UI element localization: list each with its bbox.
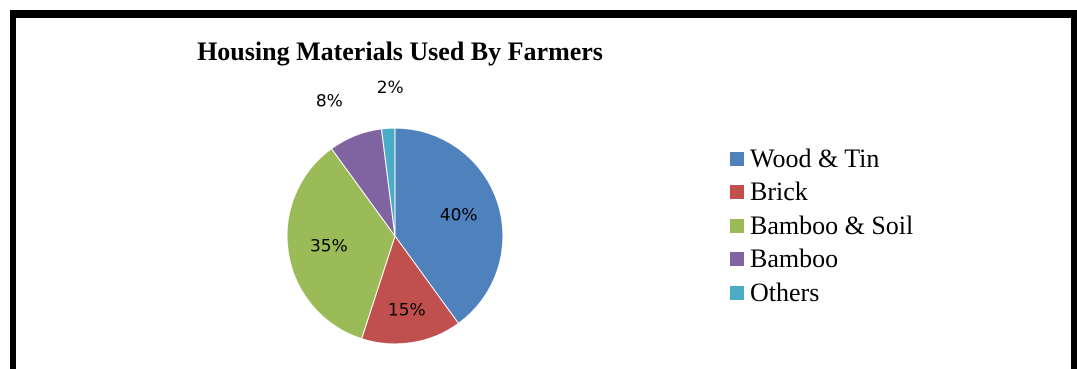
legend-swatch <box>730 185 744 200</box>
legend-item: Brick <box>730 176 913 210</box>
chart-frame <box>10 10 1077 369</box>
legend-swatch <box>730 285 744 300</box>
legend-item: Others <box>730 276 913 310</box>
slice-label-others: 2% <box>377 78 404 98</box>
slice-label-bamboo: 8% <box>316 91 343 111</box>
legend-item: Bamboo & Soil <box>730 209 913 243</box>
legend-label: Bamboo & Soil <box>750 210 914 240</box>
pie-slice-others <box>380 127 396 237</box>
legend-label: Bamboo <box>750 244 839 274</box>
legend: Wood & Tin Brick Bamboo & Soil Bamboo Others <box>730 142 913 310</box>
legend-item: Wood & Tin <box>730 142 913 176</box>
legend-label: Brick <box>750 177 808 207</box>
legend-swatch <box>730 252 744 267</box>
legend-item: Bamboo <box>730 243 913 277</box>
slice-label-wood-tin: 40% <box>440 205 478 225</box>
slice-label-bamboo-soil: 35% <box>310 236 348 256</box>
legend-swatch <box>730 151 744 166</box>
legend-label: Wood & Tin <box>750 143 880 173</box>
pie-slice-wood-tin <box>394 127 504 325</box>
legend-label: Others <box>750 277 820 307</box>
chart-title: Housing Materials Used By Farmers <box>197 37 603 66</box>
slice-label-brick: 15% <box>388 301 426 321</box>
legend-swatch <box>730 218 744 233</box>
pie-slice-brick <box>360 234 460 345</box>
pie-slice-bamboo-soil <box>286 147 396 340</box>
